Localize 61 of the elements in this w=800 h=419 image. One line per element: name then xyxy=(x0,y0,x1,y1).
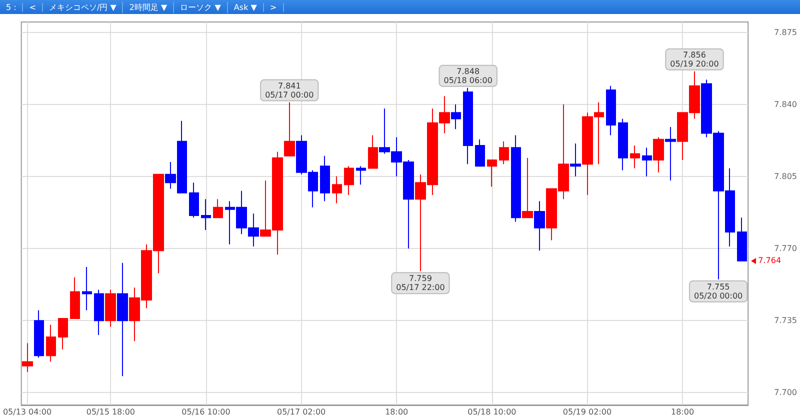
candlestick xyxy=(368,134,378,169)
text: 5 : xyxy=(0,2,24,12)
candlestick xyxy=(82,266,92,311)
candlestick xyxy=(58,318,68,350)
candlestick xyxy=(34,310,44,358)
candlestick xyxy=(606,85,616,136)
y-tick-label: 7.735 xyxy=(774,316,798,326)
candlestick xyxy=(22,342,33,373)
candlestick xyxy=(189,182,199,218)
candlestick xyxy=(320,155,330,202)
candlestick xyxy=(332,176,342,204)
candlestick xyxy=(522,157,533,218)
candlestick xyxy=(94,289,104,336)
candlestick xyxy=(201,198,211,230)
annotation: 7.848 05/18 06:00 xyxy=(444,66,492,85)
candlestick xyxy=(642,147,652,177)
annotation: 7.856 05/19 20:00 xyxy=(670,50,719,68)
candlestick xyxy=(105,289,116,328)
x-tick-label: 05/13 04:00 xyxy=(2,408,52,416)
candlestick xyxy=(463,87,473,165)
y-tick-label: 7.805 xyxy=(774,172,798,181)
candlestick xyxy=(487,159,497,188)
candlestick xyxy=(451,104,461,130)
text: メキシコペソ/円 ▼ xyxy=(43,2,124,12)
x-tick-label: 18:00 xyxy=(671,408,694,416)
text: > xyxy=(264,2,284,12)
x-tick-label: 05/15 18:00 xyxy=(86,408,136,416)
candlestick xyxy=(630,145,640,169)
annotation: 7.755 05/20 00:00 xyxy=(694,282,743,300)
x-tick-label: 18:00 xyxy=(385,408,408,416)
text: 7.764 xyxy=(758,256,782,266)
annotation: 7.841 05/17 00:00 xyxy=(265,81,314,100)
candlestick xyxy=(284,102,295,156)
text: ローソク ▼ xyxy=(174,2,228,12)
y-tick-label: 7.700 xyxy=(774,388,798,398)
candlestick xyxy=(356,166,366,186)
annotation: 7.759 05/17 22:00 xyxy=(396,274,445,292)
text: 2時間足 ▼ xyxy=(123,2,174,12)
candlestick xyxy=(475,138,485,167)
candlestick xyxy=(534,200,545,252)
candlestick xyxy=(46,324,56,362)
candlestick xyxy=(653,136,664,173)
y-tick-label: 7.840 xyxy=(774,100,798,109)
text: Ask ▼ xyxy=(228,2,264,12)
y-tick-label: 7.770 xyxy=(774,244,798,254)
candlestick xyxy=(665,126,676,182)
candlestick xyxy=(344,166,354,196)
candlestick xyxy=(737,217,747,262)
x-tick-label: 05/16 10:00 xyxy=(182,408,230,416)
candlestick xyxy=(499,140,509,165)
candlestick xyxy=(570,142,581,177)
candlestick xyxy=(618,118,628,171)
text: < xyxy=(23,2,44,12)
candlestick xyxy=(117,262,128,377)
x-tick-label: 05/17 02:00 xyxy=(276,408,326,416)
candlestick xyxy=(511,134,521,222)
candlestick xyxy=(213,198,223,218)
y-tick-label: 7.875 xyxy=(774,28,798,37)
x-tick-label: 05/18 10:00 xyxy=(468,408,516,416)
candlestick xyxy=(70,276,80,320)
x-tick-label: 05/19 02:00 xyxy=(562,408,612,416)
